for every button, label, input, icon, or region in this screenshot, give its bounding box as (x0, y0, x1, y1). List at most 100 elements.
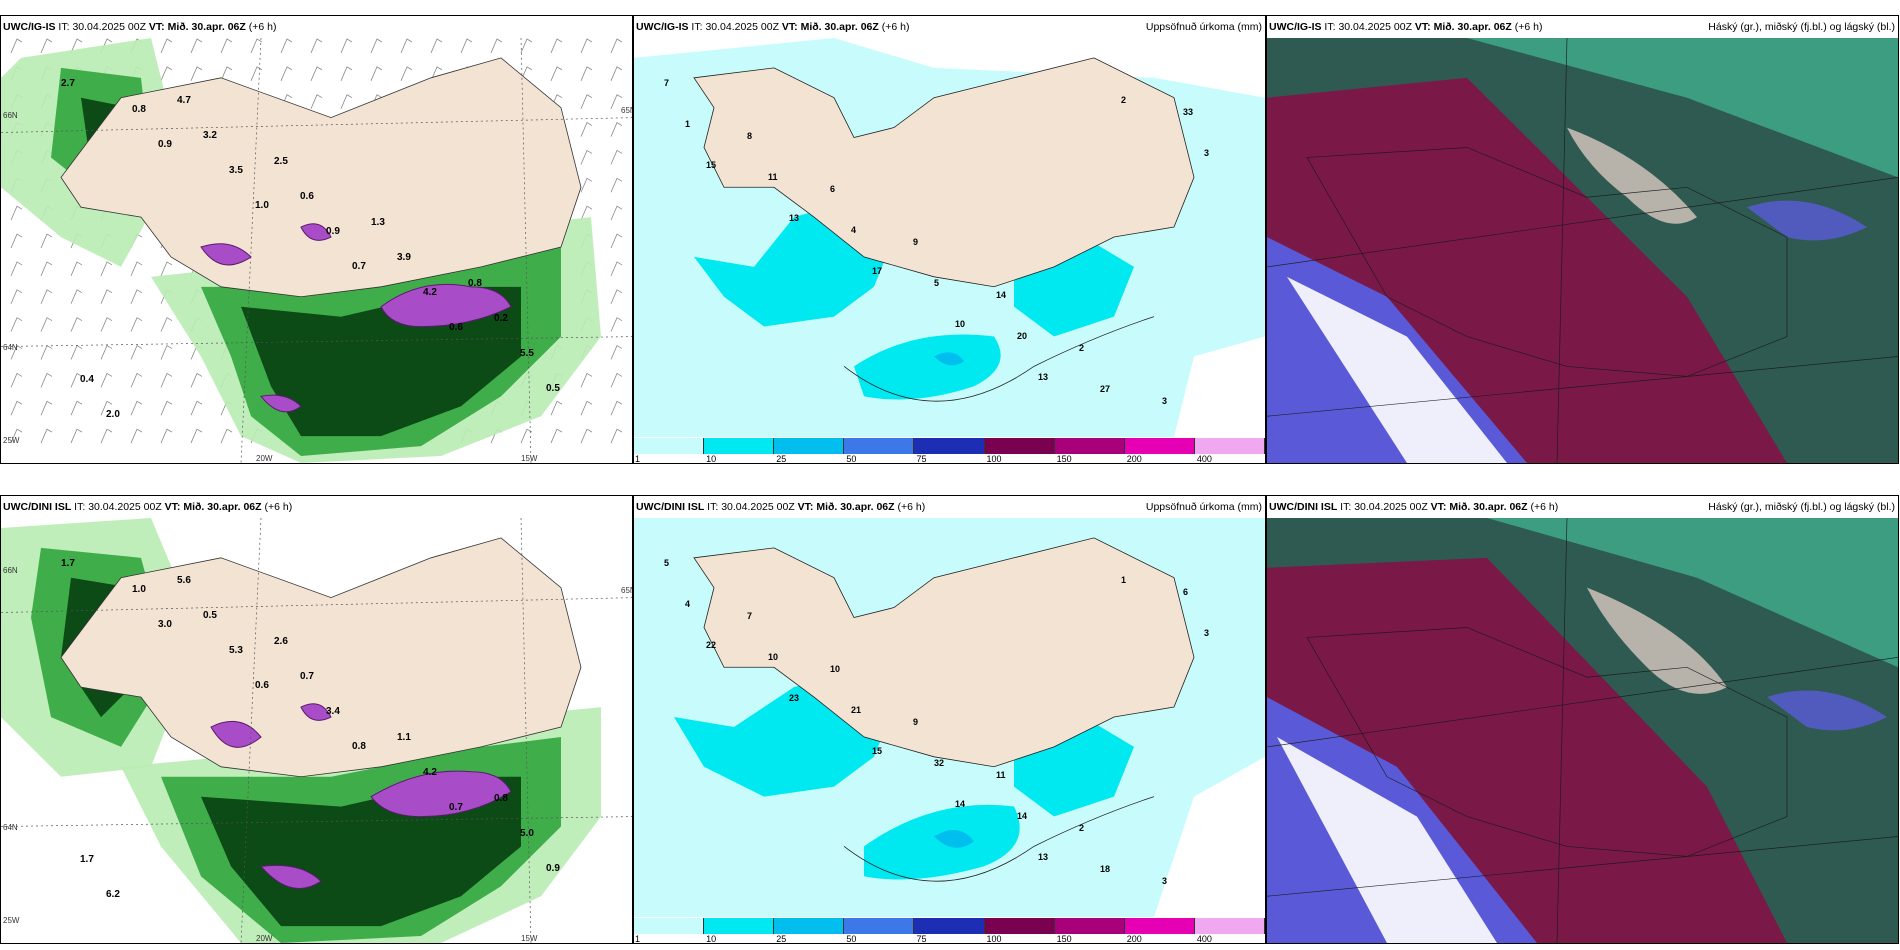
panel-header: UWC/IG-IS IT: 30.04.2025 00Z VT: Mið. 30… (1, 16, 632, 38)
value-label: 0.9 (546, 863, 560, 874)
colorbar-swatch (984, 918, 1055, 934)
value-label: 5.0 (520, 828, 534, 839)
value-label: 4.7 (177, 95, 191, 106)
colorbar-tick-label: 200 (1126, 934, 1142, 944)
model-name: UWC/IG-IS (3, 21, 56, 33)
value-label: 4.2 (423, 767, 437, 778)
value-label: 0.6 (449, 322, 463, 333)
colorbar-swatch (1054, 918, 1125, 934)
precip-colorbar: 1 10 25 50 75 100 150 200 400 (634, 437, 1265, 463)
precip-map-svg (634, 518, 1265, 917)
value-label: 4 (685, 599, 691, 609)
valid-time: Mið. 30.apr. 06Z (816, 501, 895, 513)
panel-header: UWC/IG-IS IT: 30.04.2025 00Z VT: Mið. 30… (634, 16, 1265, 38)
init-time: 30.04.2025 00Z (1338, 21, 1412, 33)
colorbar-tick-label: 200 (1126, 454, 1142, 464)
precip-value-labels: 5 7 10 9 11 2 3 4 10 21 32 14 18 6 22 23 15 14 13 1 3 (634, 518, 1265, 918)
value-label: 15 (872, 746, 883, 756)
lon-label: 15W (521, 934, 538, 943)
init-time: 30.04.2025 00Z (88, 501, 162, 513)
value-label: 6.2 (106, 889, 120, 900)
model-name: UWC/DINI ISL (1269, 501, 1338, 513)
value-label: 3 (1204, 628, 1210, 638)
value-label: 22 (706, 640, 717, 650)
value-label: 2 (1079, 823, 1085, 833)
colorbar-tick-label: 50 (846, 454, 857, 464)
cloud-title: Háský (gr.), miðský (fj.bl.) og lágský (… (1708, 21, 1895, 33)
colorbar-tick-label: 10 (706, 454, 717, 464)
value-label: 0.2 (494, 313, 508, 324)
colorbar-swatch (1194, 918, 1265, 934)
colorbar-swatch (704, 918, 775, 934)
colorbar-swatch (1124, 918, 1195, 934)
lead-time: (+6 h) (264, 501, 293, 513)
precip-colorbar: 1 10 25 50 75 100 150 200 400 (634, 917, 1265, 943)
colorbar-tick-label: 75 (916, 454, 927, 464)
colorbar-tick-label: 100 (986, 934, 1002, 944)
wind-value-labels: 2.7 0.9 1.0 0.7 0.6 0.5 0.8 3.5 0.9 4.2 5.5 2.0 3.2 0… (1, 16, 632, 463)
colorbar-swatch (1124, 438, 1195, 454)
colorbar-swatch (634, 438, 705, 454)
value-label: 5 (664, 558, 670, 568)
value-label: 20 (1017, 331, 1028, 341)
value-label: 9 (913, 717, 919, 727)
value-label: 10 (830, 664, 841, 674)
value-label: 0.6 (255, 680, 269, 691)
lead-time: (+6 h) (897, 501, 926, 513)
cloud-title: Háský (gr.), miðský (fj.bl.) og lágský (… (1708, 501, 1895, 513)
value-label: 1 (1121, 575, 1127, 585)
panel-header: UWC/DINI ISL IT: 30.04.2025 00Z VT: Mið.… (1, 496, 632, 518)
lat-label: 65N (621, 106, 632, 115)
value-label: 2.5 (274, 156, 288, 167)
value-label: 0.7 (352, 261, 366, 272)
value-label: 5.3 (229, 645, 243, 656)
precip-map (634, 518, 1265, 917)
value-label: 8 (747, 131, 753, 141)
model-name: UWC/IG-IS (1269, 21, 1322, 33)
lat-label: 64N (3, 343, 18, 352)
value-label: 11 (996, 770, 1006, 780)
value-label: 7 (747, 611, 753, 621)
value-label: 9 (913, 237, 919, 247)
colorbar-swatch (844, 438, 915, 454)
value-label: 0.8 (352, 741, 366, 752)
value-label: 10 (955, 319, 966, 329)
value-label: 3.0 (158, 619, 172, 630)
value-label: 0.6 (300, 191, 314, 202)
value-label: 3 (1162, 396, 1168, 406)
value-label: 15 (706, 160, 717, 170)
colorbar-tick-label: 50 (846, 934, 857, 944)
model-name: UWC/IG-IS (636, 21, 689, 33)
value-label: 4.2 (423, 287, 437, 298)
model-name: UWC/DINI ISL (636, 501, 705, 513)
value-label: 0.4 (80, 374, 94, 385)
value-label: 2.0 (106, 409, 120, 420)
panel-header: UWC/DINI ISL IT: 30.04.2025 00Z VT: Mið.… (634, 496, 1265, 518)
lon-label: 25W (3, 916, 20, 925)
value-label: 32 (934, 758, 945, 768)
value-label: 11 (768, 172, 778, 182)
init-time: 30.04.2025 00Z (1354, 501, 1428, 513)
value-label: 18 (1100, 864, 1111, 874)
colorbar-swatch (984, 438, 1055, 454)
colorbar-swatch (704, 438, 775, 454)
lat-label: 64N (3, 823, 18, 832)
lon-label: 15W (521, 454, 538, 463)
precip-map (634, 38, 1265, 437)
value-label: 13 (789, 213, 800, 223)
value-label: 3.9 (397, 252, 411, 263)
precip-title: Uppsöfnuð úrkoma (mm) (1145, 21, 1262, 33)
precip-map-svg (634, 38, 1265, 437)
value-label: 5.6 (177, 575, 191, 586)
colorbar-tick-label: 400 (1196, 454, 1212, 464)
lead-time: (+6 h) (248, 21, 277, 33)
wind-panel-top: UWC/IG-IS IT: 30.04.2025 00Z VT: Mið. 30… (0, 15, 633, 464)
value-label: 0.5 (546, 383, 560, 394)
value-label: 2.7 (61, 78, 75, 89)
value-label: 0.7 (300, 671, 314, 682)
lat-label: 66N (3, 566, 18, 575)
init-time: 30.04.2025 00Z (72, 21, 146, 33)
colorbar-swatch (1194, 438, 1265, 454)
colorbar-swatch (914, 438, 985, 454)
precip-panel-bottom: UWC/DINI ISL IT: 30.04.2025 00Z VT: Mið.… (633, 495, 1266, 944)
